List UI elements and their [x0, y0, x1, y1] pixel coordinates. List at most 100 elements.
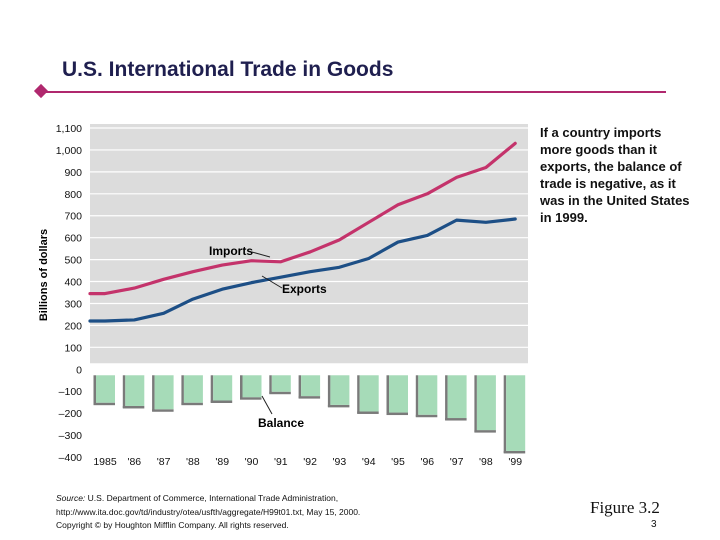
- imports-series-label: Imports: [209, 244, 253, 258]
- exports-line: [88, 217, 517, 323]
- source-text: U.S. Department of Commerce, Internation…: [87, 493, 339, 503]
- figure-word: Figure: [590, 498, 635, 517]
- plot-background: [90, 124, 528, 364]
- y-tick-label: –100: [59, 386, 83, 398]
- y-tick-label: 300: [64, 298, 82, 310]
- balance-bar-shadow: [93, 402, 115, 406]
- x-tick-label: '98: [479, 456, 493, 468]
- y-tick-label: 900: [64, 167, 82, 179]
- balance-bar: [418, 375, 438, 415]
- y-tick-label: 1,000: [56, 145, 82, 157]
- x-tick-label: '91: [274, 456, 288, 468]
- balance-bar-shadow: [210, 400, 233, 403]
- balance-bar: [213, 375, 233, 401]
- x-tick-label: '86: [127, 456, 141, 468]
- y-tick-label: 200: [64, 320, 82, 332]
- x-axis-ticks: 1985 '86 '87 '88 '89 '90 '91 '92 '93 '94 '95 '96 '97…: [93, 456, 522, 468]
- exports-leader-line: [261, 275, 283, 289]
- x-tick-label: '94: [362, 456, 376, 468]
- balance-bar-shadow: [269, 391, 291, 395]
- balance-bar: [447, 375, 467, 419]
- x-tick-label: '89: [215, 456, 229, 468]
- balance-leader-line: [261, 395, 273, 415]
- x-tick-label: '92: [303, 456, 317, 468]
- balance-bar-shadow: [474, 375, 477, 433]
- balance-bar-shadow: [357, 375, 360, 414]
- imports-leader-line: [251, 251, 271, 258]
- balance-bar: [389, 375, 408, 413]
- x-tick-label: '90: [245, 456, 259, 468]
- series-lines: [88, 141, 517, 323]
- x-tick-label: '95: [391, 456, 405, 468]
- balance-bar: [125, 375, 145, 406]
- y-tick-label: 0: [76, 364, 82, 376]
- balance-bar-shadow: [122, 375, 126, 408]
- y-tick-label: 400: [64, 277, 82, 289]
- balance-bar-shadow: [327, 375, 331, 407]
- source-label: Source:: [56, 493, 86, 503]
- title-underline: [44, 91, 666, 93]
- page-number: 3: [651, 519, 657, 530]
- balance-bar: [330, 375, 350, 405]
- source-line: Source: U.S. Department of Commerce, Int…: [56, 492, 360, 506]
- balance-bar-shadow: [357, 411, 379, 414]
- y-axis-label: Billions of dollars: [38, 229, 50, 321]
- balance-bar: [476, 375, 496, 431]
- x-tick-label: '96: [420, 456, 434, 468]
- balance-bar: [506, 375, 526, 451]
- balance-bar: [301, 375, 321, 397]
- y-axis-ticks: 1,100 1,000 900 800 700 600 500 400 300 200 100 0 –1…: [56, 123, 82, 464]
- balance-bar-shadow: [327, 404, 350, 408]
- balance-bar-shadow: [386, 412, 408, 416]
- balance-bar-shadow: [152, 375, 155, 412]
- x-tick-label: '93: [333, 456, 347, 468]
- balance-bar-shadow: [386, 375, 389, 415]
- exports-series-label: Exports: [282, 282, 327, 296]
- balance-bar: [271, 375, 291, 392]
- balance-bar-shadow: [240, 375, 243, 400]
- balance-bar-shadow: [210, 375, 214, 403]
- balance-bar: [242, 375, 262, 398]
- source-note: Source: U.S. Department of Commerce, Int…: [56, 492, 360, 533]
- balance-bar-shadow: [298, 396, 321, 399]
- y-tick-label: 800: [64, 189, 82, 201]
- balance-bar-shadow: [122, 405, 145, 409]
- balance-bar-shadow: [503, 450, 526, 454]
- figure-number: 3.2: [638, 498, 660, 517]
- x-tick-label: 1985: [93, 456, 117, 468]
- x-tick-label: '99: [508, 456, 522, 468]
- y-tick-label: –400: [59, 452, 83, 464]
- gridlines: [90, 127, 528, 348]
- balance-bar-shadow: [445, 418, 467, 421]
- balance-bar-shadow: [240, 397, 262, 400]
- balance-bar-shadow: [503, 375, 507, 453]
- balance-bar-shadow: [415, 375, 419, 417]
- balance-bar-shadow: [298, 375, 302, 399]
- balance-bars: [93, 375, 526, 454]
- y-tick-label: 600: [64, 233, 82, 245]
- balance-bar-shadow: [445, 375, 448, 421]
- balance-bar: [183, 375, 203, 403]
- y-tick-label: 700: [64, 211, 82, 223]
- balance-bar-shadow: [152, 409, 174, 412]
- balance-bar-shadow: [181, 402, 203, 406]
- x-tick-label: '87: [157, 456, 171, 468]
- figure-label: Figure 3.2: [590, 498, 660, 518]
- y-tick-label: 1,100: [56, 123, 82, 135]
- balance-series-label: Balance: [258, 416, 304, 430]
- imports-line: [88, 141, 517, 296]
- x-tick-label: '88: [186, 456, 200, 468]
- y-tick-label: –200: [59, 408, 83, 420]
- source-url: http://www.ita.doc.gov/td/industry/otea/…: [56, 506, 361, 517]
- balance-bar-shadow: [474, 430, 496, 433]
- y-tick-label: –300: [59, 430, 83, 442]
- balance-bar-shadow: [415, 414, 438, 418]
- x-tick-label: '97: [450, 456, 464, 468]
- y-tick-label: 500: [64, 255, 82, 267]
- page-title: U.S. International Trade in Goods: [62, 58, 394, 81]
- chart-annotation: If a country imports more goods than it …: [540, 125, 690, 225]
- balance-bar: [359, 375, 379, 412]
- balance-bar: [96, 375, 115, 403]
- balance-bar-shadow: [181, 375, 184, 405]
